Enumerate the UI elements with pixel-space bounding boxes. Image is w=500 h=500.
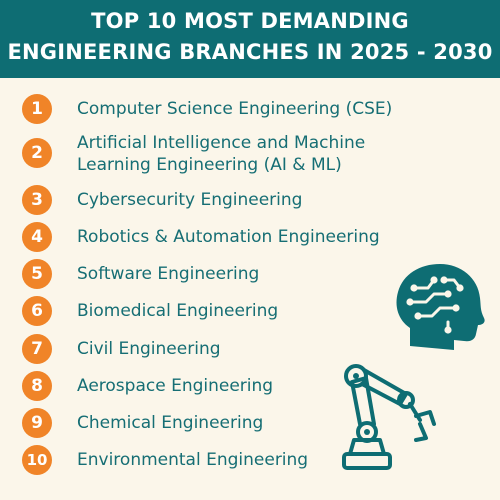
number-badge: 4 bbox=[22, 222, 52, 252]
item-label: Robotics & Automation Engineering bbox=[77, 227, 380, 247]
item-label: Aerospace Engineering bbox=[77, 376, 274, 396]
item-label-line2: Learning Engineering (AI & ML) bbox=[77, 155, 342, 175]
item-label-line1: Artificial Intelligence and Machine bbox=[77, 133, 366, 153]
item-label: Computer Science Engineering (CSE) bbox=[77, 99, 393, 119]
item-label: Environmental Engineering bbox=[77, 450, 309, 470]
number-badge: 5 bbox=[22, 259, 52, 289]
item-label: Software Engineering bbox=[77, 264, 260, 284]
robotic-arm-icon bbox=[342, 364, 436, 470]
number-badge: 2 bbox=[22, 138, 52, 168]
item-label: Civil Engineering bbox=[77, 339, 221, 359]
header-banner: TOP 10 MOST DEMANDING ENGINEERING BRANCH… bbox=[0, 0, 500, 78]
item-label: Biomedical Engineering bbox=[77, 301, 279, 321]
page-title-line1: TOP 10 MOST DEMANDING bbox=[91, 9, 409, 33]
number-badge: 3 bbox=[22, 185, 52, 215]
page-title-line2: ENGINEERING BRANCHES IN 2025 - 2030 bbox=[7, 40, 493, 64]
number-badge: 6 bbox=[22, 296, 52, 326]
number-badge: 8 bbox=[22, 371, 52, 401]
number-badge: 7 bbox=[22, 334, 52, 364]
number-badge: 1 bbox=[22, 94, 52, 124]
number-badge: 9 bbox=[22, 408, 52, 438]
item-label: Cybersecurity Engineering bbox=[77, 190, 303, 210]
item-label: Chemical Engineering bbox=[77, 413, 264, 433]
item-label: Artificial Intelligence and Machine Lear… bbox=[77, 132, 365, 176]
number-badge: 10 bbox=[22, 445, 52, 475]
brain-circuit-head-icon bbox=[396, 264, 485, 350]
